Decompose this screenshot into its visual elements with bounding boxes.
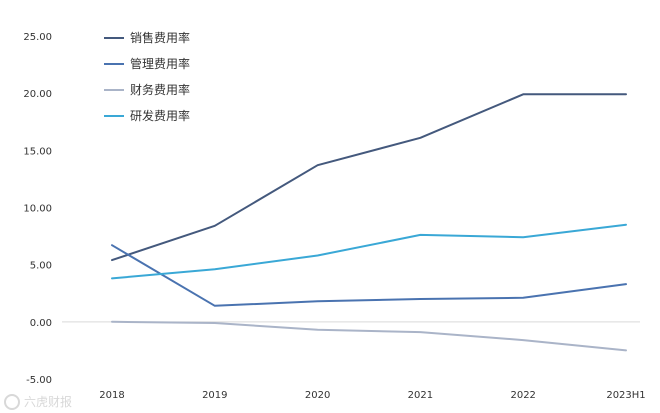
legend-label: 研发费用率 bbox=[130, 108, 190, 123]
y-axis-ticks: 25.00 20.00 15.00 10.00 5.00 0.00 -5.00 bbox=[23, 32, 52, 386]
y-tick-label: 20.00 bbox=[23, 89, 52, 100]
legend-item: 销售费用率 bbox=[104, 30, 190, 45]
watermark-text: 六虎财报 bbox=[24, 394, 72, 409]
series-line-2 bbox=[111, 244, 627, 307]
x-tick-label: 2021 bbox=[408, 390, 433, 401]
x-tick-label: 2018 bbox=[99, 390, 124, 401]
legend-label: 管理费用率 bbox=[130, 56, 190, 71]
x-tick-label: 2022 bbox=[510, 390, 535, 401]
series-lines bbox=[111, 93, 627, 352]
watermark: 六虎财报 bbox=[4, 394, 72, 410]
series-line-4 bbox=[111, 223, 627, 280]
x-tick-label: 2019 bbox=[202, 390, 227, 401]
y-tick-label: 15.00 bbox=[23, 146, 52, 157]
legend-item: 财务费用率 bbox=[104, 82, 190, 97]
y-tick-label: 25.00 bbox=[23, 32, 52, 43]
legend-item: 管理费用率 bbox=[104, 56, 190, 71]
x-axis-ticks: 2018 2019 2020 2021 2022 2023H1 bbox=[99, 390, 645, 401]
y-tick-label: 0.00 bbox=[30, 318, 52, 329]
y-tick-label: -5.00 bbox=[26, 375, 52, 386]
x-tick-label: 2023H1 bbox=[606, 390, 645, 401]
y-tick-label: 5.00 bbox=[30, 261, 52, 272]
y-tick-label: 10.00 bbox=[23, 204, 52, 215]
series-line-1 bbox=[111, 93, 627, 262]
x-tick-label: 2020 bbox=[305, 390, 330, 401]
series-line-3 bbox=[111, 320, 627, 352]
legend-label: 财务费用率 bbox=[130, 82, 190, 97]
legend-item: 研发费用率 bbox=[104, 108, 190, 123]
watermark-logo-icon bbox=[4, 394, 20, 410]
legend-label: 销售费用率 bbox=[130, 30, 190, 45]
